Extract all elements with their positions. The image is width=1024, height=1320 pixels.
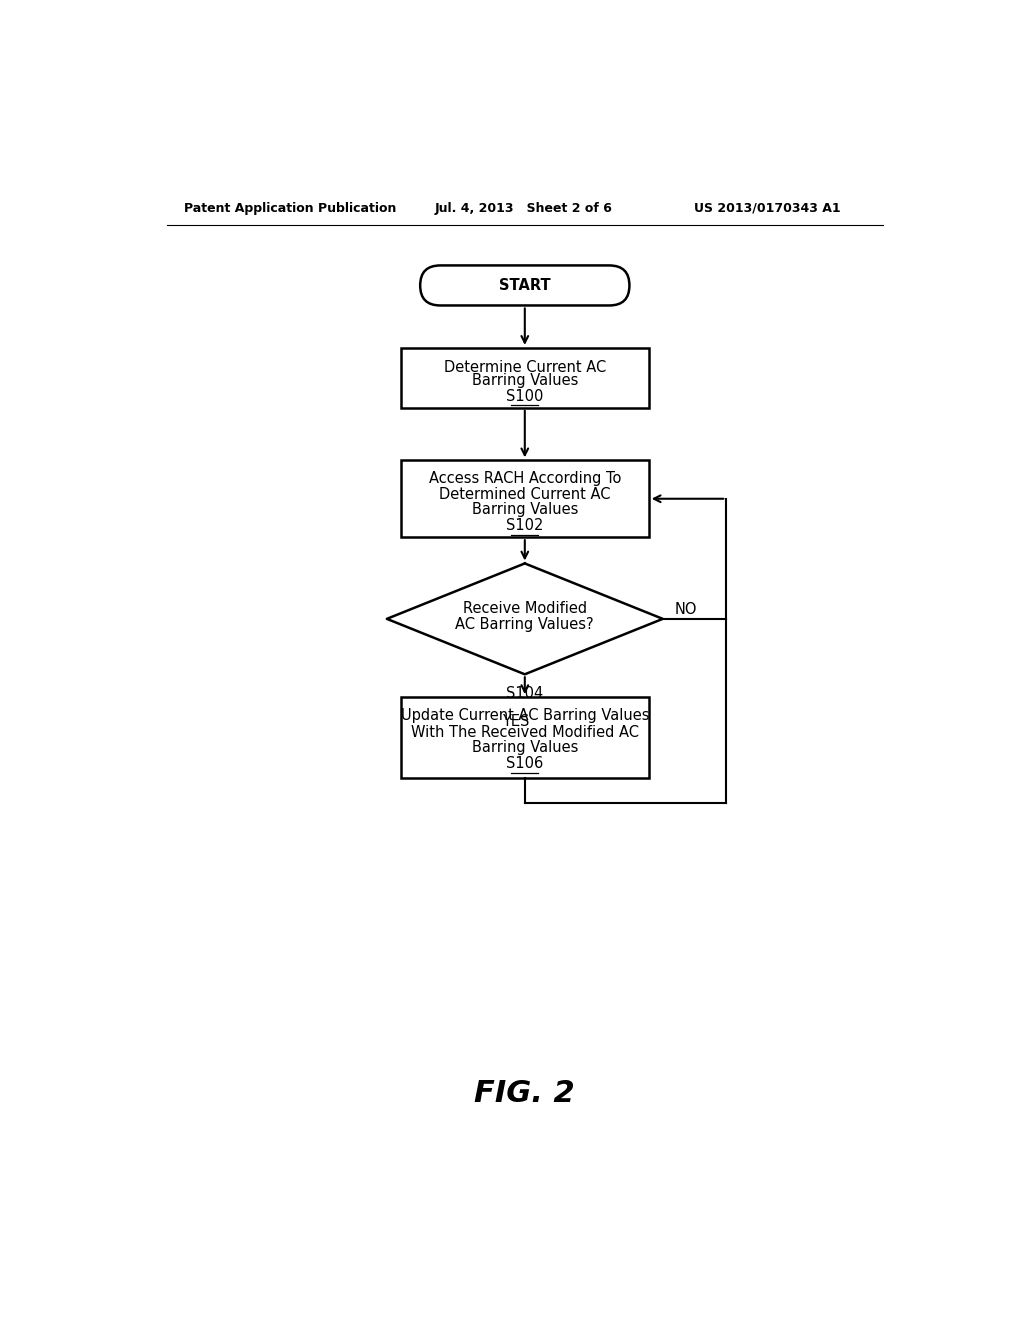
Text: Barring Values: Barring Values	[472, 374, 578, 388]
Text: Receive Modified: Receive Modified	[463, 602, 587, 616]
Text: Access RACH According To: Access RACH According To	[429, 471, 621, 486]
Text: Determine Current AC: Determine Current AC	[443, 359, 606, 375]
Text: Barring Values: Barring Values	[472, 741, 578, 755]
Text: FIG. 2: FIG. 2	[474, 1080, 575, 1109]
Text: Barring Values: Barring Values	[472, 502, 578, 517]
Text: Determined Current AC: Determined Current AC	[439, 487, 610, 502]
Text: S104: S104	[506, 686, 544, 701]
Text: Update Current AC Barring Values: Update Current AC Barring Values	[400, 709, 649, 723]
Text: Jul. 4, 2013   Sheet 2 of 6: Jul. 4, 2013 Sheet 2 of 6	[434, 202, 612, 215]
FancyBboxPatch shape	[420, 265, 630, 305]
Text: START: START	[499, 279, 551, 293]
Text: S102: S102	[506, 519, 544, 533]
Text: NO: NO	[675, 602, 697, 618]
Text: Patent Application Publication: Patent Application Publication	[183, 202, 396, 215]
Polygon shape	[387, 564, 663, 675]
Text: S106: S106	[506, 756, 544, 771]
Text: With The Received Modified AC: With The Received Modified AC	[411, 725, 639, 739]
FancyBboxPatch shape	[400, 461, 649, 537]
Text: US 2013/0170343 A1: US 2013/0170343 A1	[693, 202, 841, 215]
Text: AC Barring Values?: AC Barring Values?	[456, 616, 594, 632]
Text: S100: S100	[506, 389, 544, 404]
FancyBboxPatch shape	[400, 697, 649, 777]
Text: YES: YES	[502, 714, 529, 730]
FancyBboxPatch shape	[400, 348, 649, 408]
